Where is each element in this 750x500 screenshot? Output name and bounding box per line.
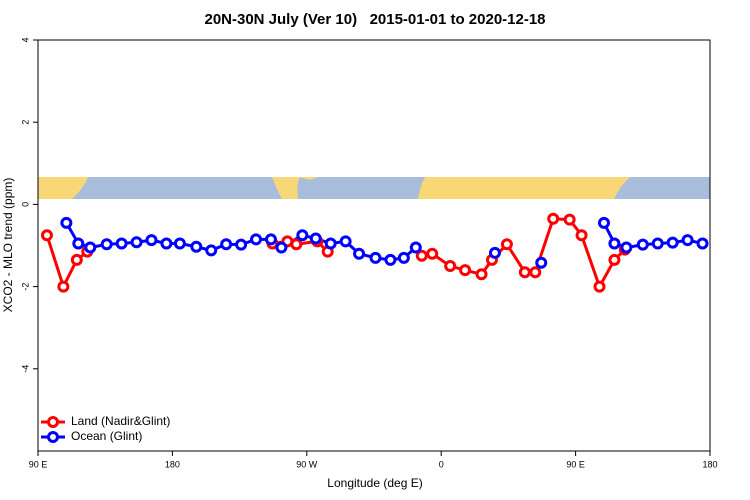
legend-label: Ocean (Glint) — [71, 429, 142, 443]
plot-frame — [37, 39, 711, 452]
y-tick-label: 4 — [20, 37, 30, 42]
data-point — [608, 237, 621, 250]
data-point — [475, 268, 488, 281]
data-point — [444, 260, 457, 273]
data-point — [500, 238, 513, 251]
x-tick-label: 90 E — [29, 459, 48, 469]
data-point — [220, 238, 233, 251]
data-point — [426, 247, 439, 260]
data-point — [369, 251, 382, 264]
map-strip — [38, 177, 710, 199]
data-point — [651, 237, 664, 250]
legend-marker — [47, 431, 59, 443]
data-point — [415, 249, 428, 262]
data-point — [290, 238, 303, 251]
data-point — [115, 237, 128, 250]
data-point — [72, 237, 85, 250]
x-tick-label: 90 W — [296, 459, 318, 469]
data-point — [518, 266, 531, 279]
data-point — [145, 234, 158, 247]
data-point — [235, 238, 248, 251]
data-point — [575, 229, 588, 242]
y-tick-label: 0 — [20, 202, 30, 207]
data-point — [563, 213, 576, 226]
data-point — [397, 251, 410, 264]
data-point — [296, 229, 309, 242]
data-point — [681, 234, 694, 247]
data-point — [535, 256, 548, 269]
data-point — [696, 237, 709, 250]
data-point — [173, 237, 186, 250]
x-tick-label: 0 — [439, 459, 444, 469]
y-tick-label: -4 — [20, 365, 30, 373]
data-point — [57, 280, 70, 293]
data-point — [620, 241, 633, 254]
data-point — [130, 236, 143, 249]
data-point — [409, 241, 422, 254]
data-point — [160, 237, 173, 250]
data-point — [205, 244, 218, 257]
data-point — [597, 216, 610, 229]
data-point — [84, 241, 97, 254]
data-point — [324, 237, 337, 250]
legend-marker — [47, 416, 59, 428]
data-point — [309, 232, 322, 245]
data-point — [353, 247, 366, 260]
chart-title: 20N-30N July (Ver 10) 2015-01-01 to 2020… — [204, 11, 545, 28]
data-point — [608, 253, 621, 266]
data-point — [547, 212, 560, 225]
x-tick-label: 180 — [702, 459, 717, 469]
data-point — [275, 241, 288, 254]
legend-label: Land (Nadir&Glint) — [71, 414, 170, 428]
data-point — [100, 238, 113, 251]
data-point — [190, 240, 203, 253]
data-point — [60, 216, 73, 229]
x-tick-label: 180 — [165, 459, 180, 469]
data-point — [264, 233, 277, 246]
x-axis-label: Longitude (deg E) — [327, 476, 422, 490]
data-point — [666, 236, 679, 249]
data-point — [488, 246, 501, 259]
y-tick-label: -2 — [20, 283, 30, 291]
data-point — [529, 266, 542, 279]
y-axis-label: XCO2 - MLO trend (ppm) — [1, 178, 15, 313]
data-point — [250, 233, 263, 246]
data-point — [339, 235, 352, 248]
data-point — [384, 253, 397, 266]
x-tick-label: 90 E — [566, 459, 585, 469]
data-point — [40, 229, 53, 242]
data-point — [593, 280, 606, 293]
data-point — [70, 253, 83, 266]
data-point — [459, 264, 472, 277]
y-tick-label: 2 — [20, 120, 30, 125]
data-point — [636, 238, 649, 251]
